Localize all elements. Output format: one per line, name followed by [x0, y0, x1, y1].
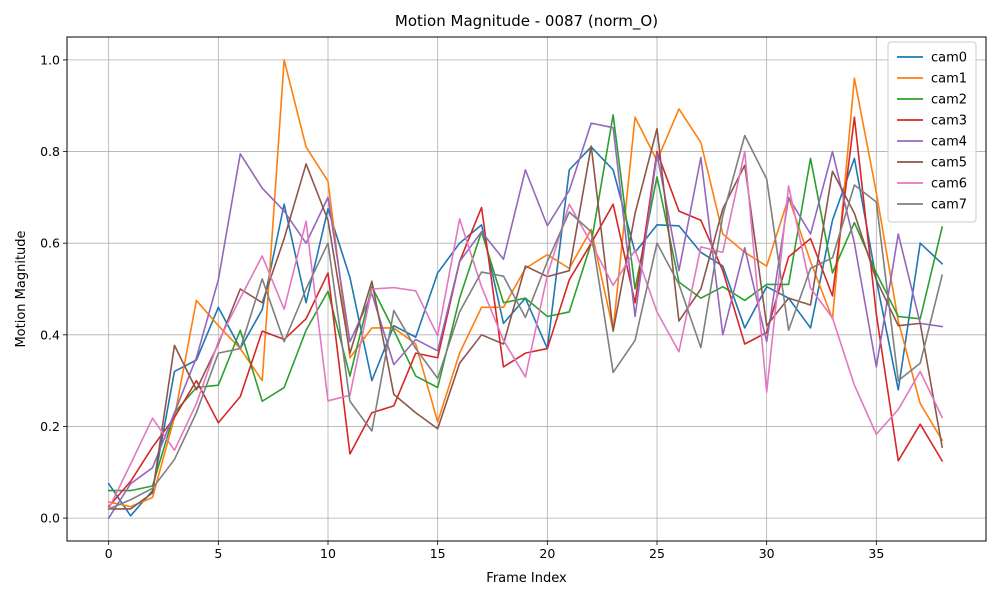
legend-label-cam5: cam5: [931, 156, 967, 171]
series-line-cam6: [107, 150, 944, 510]
x-tick-label: 10: [320, 546, 336, 561]
plot-area-frame: [66, 36, 987, 542]
chart-title: Motion Magnitude - 0087 (norm_O): [395, 12, 658, 31]
y-tick-label: 0.2: [40, 419, 60, 434]
series-line-cam3: [107, 116, 944, 508]
y-tick-label: 0.4: [40, 327, 60, 342]
y-axis-label: Motion Magnitude: [14, 230, 29, 347]
series-line-cam1: [107, 59, 944, 508]
y-tick-label: 0.0: [40, 511, 60, 526]
series-line-cam2: [107, 114, 944, 492]
x-tick-label: 30: [759, 546, 775, 561]
y-tick-label: 1.0: [40, 52, 60, 67]
x-tick-label: 5: [214, 546, 222, 561]
legend: cam0 cam1 cam2 cam3 cam4 cam5 cam6 cam7: [887, 41, 977, 223]
series-line-cam4: [107, 122, 944, 520]
x-tick-label: 0: [105, 546, 113, 561]
y-tick-label: 0.8: [40, 144, 60, 159]
legend-label-cam4: cam4: [931, 135, 967, 150]
legend-label-cam2: cam2: [931, 93, 967, 108]
series-line-cam5: [107, 127, 944, 510]
x-tick-label: 35: [868, 546, 884, 561]
series-line-cam0: [107, 146, 944, 517]
legend-label-cam1: cam1: [931, 72, 967, 87]
series-line-cam7: [107, 134, 944, 510]
x-tick-label: 25: [649, 546, 665, 561]
x-tick-label: 15: [430, 546, 446, 561]
grid: [67, 37, 986, 541]
axis-ticks: 0 5 10 15 20 25 30 35 0.0 0.2 0.4 0.6 0.8 1.0: [40, 52, 884, 561]
x-axis-label: Frame Index: [486, 571, 567, 586]
legend-label-cam7: cam7: [931, 198, 967, 213]
legend-label-cam6: cam6: [931, 177, 967, 192]
legend-label-cam0: cam0: [931, 51, 967, 66]
legend-box: [887, 41, 977, 223]
x-tick-label: 20: [539, 546, 555, 561]
y-tick-label: 0.6: [40, 236, 60, 251]
legend-label-cam3: cam3: [931, 114, 967, 129]
series-lines: [107, 59, 944, 520]
